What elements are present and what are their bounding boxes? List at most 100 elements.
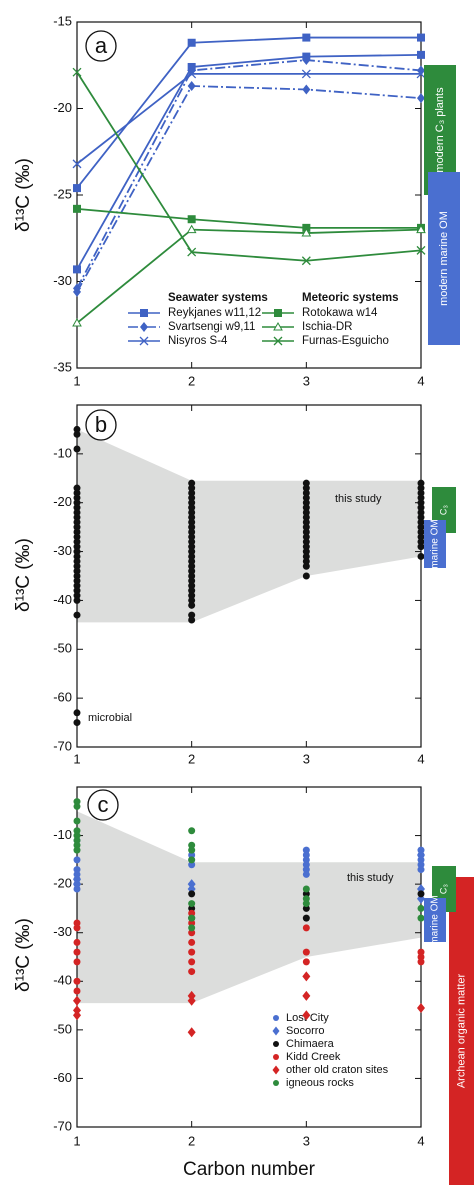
- marker: [417, 489, 425, 497]
- marker: [417, 904, 425, 912]
- envelope: [77, 811, 421, 1004]
- x-tick-label: 1: [73, 373, 80, 388]
- panel-letter: c: [98, 792, 109, 817]
- x-tick-label: 3: [303, 373, 310, 388]
- marker: [302, 533, 310, 541]
- side-label-box: [424, 520, 446, 568]
- marker: [73, 958, 81, 966]
- x-tick-label: 2: [188, 751, 195, 766]
- series-line: [76, 71, 422, 262]
- marker: [73, 204, 81, 213]
- marker: [73, 836, 81, 844]
- marker: [73, 719, 81, 727]
- y-tick-label: -50: [53, 641, 72, 656]
- marker: [188, 582, 196, 590]
- marker: [73, 938, 81, 946]
- marker: [73, 577, 81, 585]
- marker: [73, 919, 81, 927]
- marker: [188, 518, 196, 526]
- marker: [187, 215, 196, 224]
- marker: [188, 616, 196, 624]
- marker: [188, 538, 196, 546]
- marker: [302, 513, 310, 521]
- y-tick-label: -35: [53, 359, 72, 374]
- y-tick-label: -60: [53, 690, 72, 705]
- marker: [417, 523, 425, 531]
- marker: [188, 914, 196, 922]
- marker: [417, 499, 425, 507]
- marker: [417, 861, 425, 869]
- side-label: Archean organic matter: [455, 974, 467, 1089]
- marker: [188, 548, 196, 556]
- marker: [73, 499, 81, 507]
- marker: [302, 971, 311, 982]
- legend-marker: [273, 321, 283, 331]
- marker: [273, 1041, 279, 1047]
- marker: [73, 533, 81, 541]
- marker: [302, 885, 310, 893]
- marker: [188, 479, 196, 487]
- marker: [417, 958, 425, 966]
- marker: [73, 817, 81, 825]
- marker: [188, 890, 196, 898]
- marker: [417, 93, 425, 104]
- marker: [73, 445, 81, 453]
- envelope: [77, 429, 421, 623]
- marker: [416, 69, 426, 79]
- marker: [188, 543, 196, 551]
- marker: [302, 543, 310, 551]
- marker: [302, 55, 311, 66]
- y-tick-label: -70: [53, 738, 72, 753]
- y-tick-label: -60: [53, 1070, 72, 1085]
- marker: [302, 479, 310, 487]
- marker: [187, 69, 197, 79]
- marker: [73, 528, 81, 536]
- marker: [302, 846, 310, 854]
- marker: [302, 538, 310, 546]
- y-axis-title: δ¹³C (‰): [13, 538, 34, 612]
- marker: [73, 518, 81, 526]
- y-tick-label: -50: [53, 1021, 72, 1036]
- legend-label: Ischia-DR: [302, 321, 352, 333]
- marker: [188, 909, 196, 917]
- y-tick-label: -30: [53, 543, 72, 558]
- y-tick-label: -30: [53, 273, 72, 288]
- marker: [417, 65, 425, 76]
- x-tick-label: 4: [417, 1133, 424, 1148]
- marker: [187, 995, 196, 1006]
- marker: [188, 533, 196, 541]
- marker: [188, 919, 196, 927]
- marker: [302, 84, 311, 95]
- marker: [188, 592, 196, 600]
- y-tick-label: -10: [53, 827, 72, 842]
- marker: [417, 543, 425, 551]
- marker: [188, 489, 196, 497]
- marker: [417, 504, 425, 512]
- annotation: microbial: [88, 712, 132, 724]
- marker: [273, 1080, 279, 1086]
- marker: [417, 948, 425, 956]
- x-axis-title: Carbon number: [183, 1159, 316, 1180]
- series-line: [76, 36, 421, 189]
- marker: [73, 592, 81, 600]
- marker: [73, 184, 81, 193]
- legend-marker: [273, 336, 283, 346]
- x-tick-label: 1: [73, 1133, 80, 1148]
- marker: [302, 33, 311, 42]
- marker: [302, 914, 310, 922]
- marker: [417, 479, 425, 487]
- marker: [302, 528, 310, 536]
- y-tick-label: -20: [53, 876, 72, 891]
- marker: [302, 489, 310, 497]
- legend-label: Kidd Creek: [286, 1051, 341, 1063]
- marker: [302, 484, 310, 492]
- marker: [73, 484, 81, 492]
- panel-letter: b: [95, 412, 107, 437]
- marker: [272, 1026, 280, 1036]
- marker: [302, 948, 310, 956]
- marker: [73, 523, 81, 531]
- marker: [188, 572, 196, 580]
- marker: [73, 494, 81, 502]
- marker: [188, 504, 196, 512]
- marker: [73, 543, 81, 551]
